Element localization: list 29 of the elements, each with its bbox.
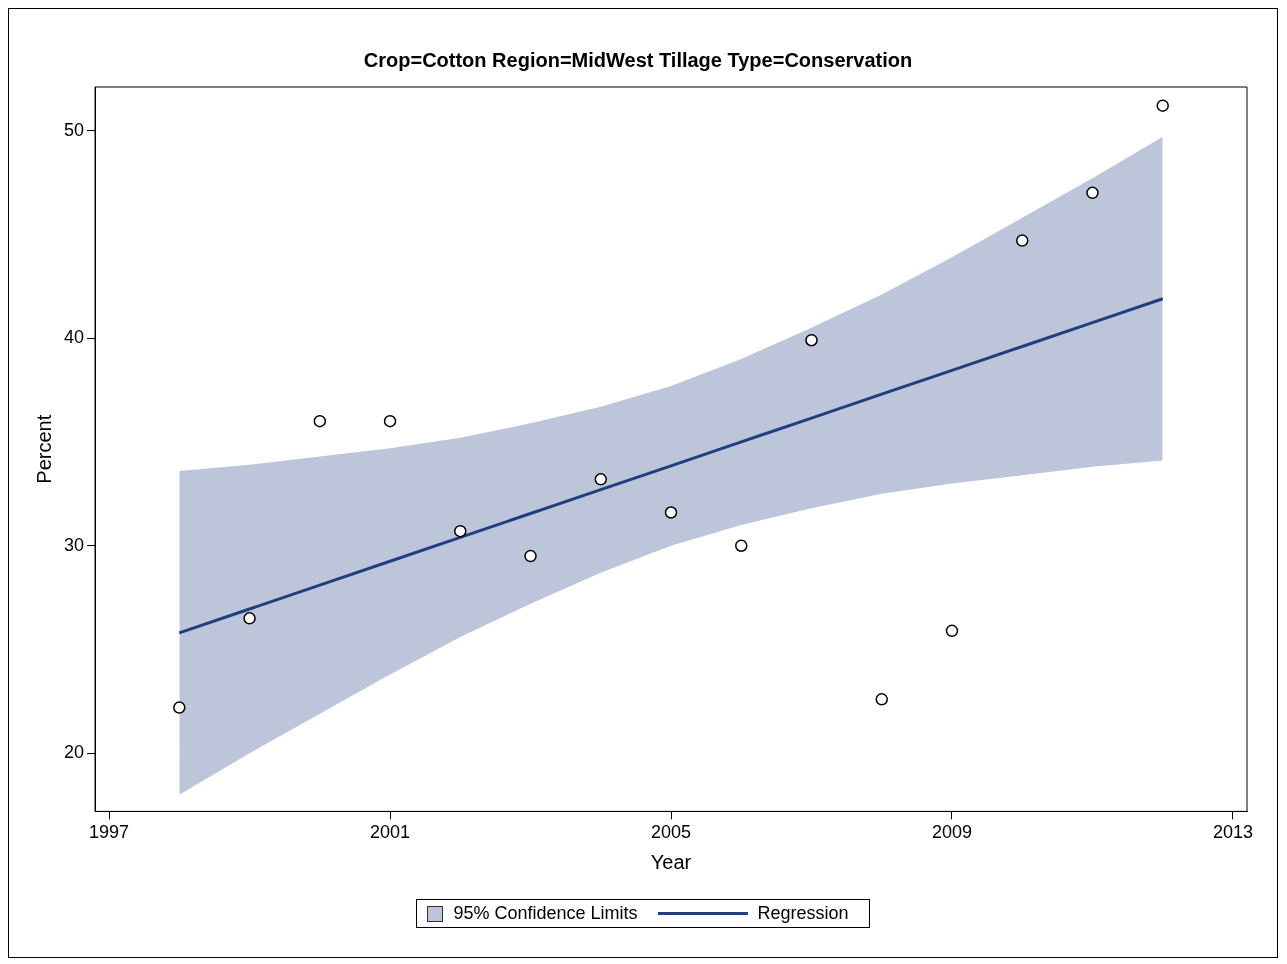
y-tick-label: 40 [63, 327, 85, 348]
legend-label: Regression [757, 903, 849, 924]
point [524, 549, 537, 563]
text: 95% Confidence Limits [453, 903, 638, 924]
point [945, 624, 959, 638]
point [173, 701, 186, 714]
y-tick-label: 50 [63, 119, 85, 140]
point [243, 612, 256, 625]
y-tick-label: 20 [63, 742, 85, 763]
x-tick-label: 2009 [931, 822, 972, 843]
x-tick-label: 1997 [89, 822, 130, 843]
point [1015, 234, 1029, 247]
x-tick-label: 2005 [650, 822, 692, 843]
point [313, 414, 327, 428]
x-axis-title: Year [650, 850, 692, 873]
point [594, 473, 608, 486]
point [805, 333, 818, 347]
x-tick-label: 2001 [370, 822, 411, 843]
point [735, 539, 748, 552]
x-tick-label: 2013 [1212, 822, 1253, 843]
point [383, 414, 397, 428]
point [454, 524, 467, 538]
y-tick-label: 30 [63, 534, 85, 555]
point [1086, 186, 1099, 200]
chart-title: Crop=Cotton Region=MidWest Tillage Type=Conservation [363, 48, 913, 71]
y-axis-title: Percent [32, 414, 55, 484]
point [875, 693, 888, 706]
point [1156, 99, 1169, 112]
point [664, 506, 678, 519]
